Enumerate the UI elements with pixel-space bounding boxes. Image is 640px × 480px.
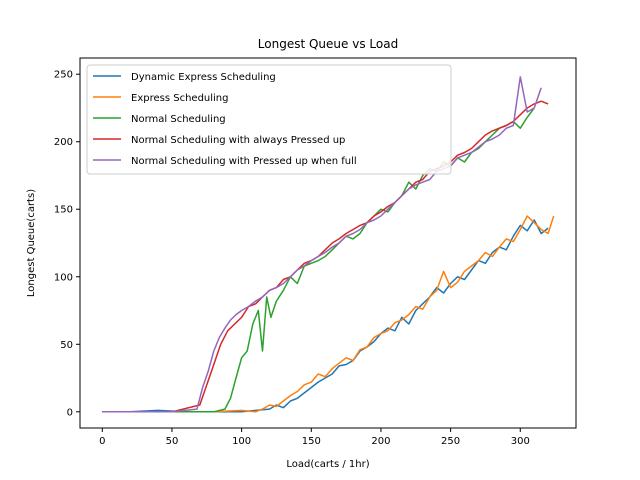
- legend-entry-2: Normal Scheduling: [131, 114, 226, 125]
- y-axis: 0 50 100 150 200 250: [54, 70, 80, 418]
- x-axis: 0 50 100 150 200 250 300: [99, 428, 530, 447]
- x-tick-label: 200: [371, 436, 390, 447]
- x-tick-label: 250: [441, 436, 460, 447]
- legend-entry-3: Normal Scheduling with always Pressed up: [131, 135, 345, 146]
- legend-entry-4: Normal Scheduling with Pressed up when f…: [131, 156, 357, 167]
- plot-area-frame: [79, 57, 577, 429]
- x-tick-label: 0: [99, 436, 105, 447]
- y-tick-label: 200: [54, 137, 73, 148]
- x-tick-label: 50: [166, 436, 179, 447]
- legend: Dynamic Express Scheduling Express Schedu…: [86, 64, 452, 175]
- x-tick-label: 150: [302, 436, 321, 447]
- x-tick-label: 100: [232, 436, 251, 447]
- x-axis-label: Load(carts / 1hr): [286, 459, 369, 470]
- plot-lines: [102, 76, 555, 413]
- series-line-4: [102, 76, 542, 413]
- legend-entry-1: Express Scheduling: [131, 93, 229, 104]
- series-line-1: [102, 215, 555, 413]
- y-axis-label: Longest Queue(carts): [26, 189, 37, 297]
- y-tick-label: 150: [54, 205, 73, 216]
- legend-entry-0: Dynamic Express Scheduling: [131, 72, 276, 83]
- chart-title: Longest Queue vs Load: [258, 37, 398, 51]
- x-tick-label: 300: [511, 436, 530, 447]
- y-tick-label: 50: [60, 340, 73, 351]
- legend-frame: [86, 64, 452, 175]
- y-tick-label: 100: [54, 272, 73, 283]
- y-tick-label: 250: [54, 70, 73, 81]
- y-tick-label: 0: [67, 407, 73, 418]
